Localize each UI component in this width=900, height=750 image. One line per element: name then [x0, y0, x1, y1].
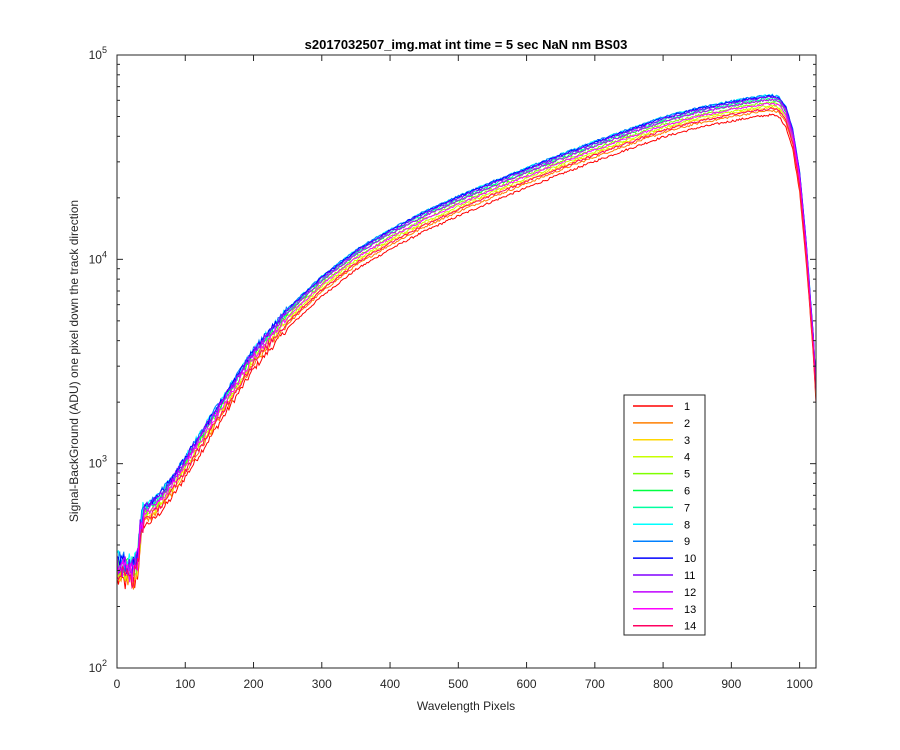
x-tick-label: 300 — [312, 677, 332, 691]
legend-label-12: 12 — [684, 587, 696, 599]
legend-label-5: 5 — [684, 469, 690, 481]
legend-label-13: 13 — [684, 604, 696, 616]
legend-label-8: 8 — [684, 519, 690, 531]
x-axis-label: Wavelength Pixels — [417, 699, 515, 713]
series-line-4 — [116, 104, 817, 583]
series-line-12 — [116, 98, 817, 577]
series-layer — [116, 93, 817, 590]
y-tick-label: 103 — [89, 454, 107, 471]
plot-frame — [116, 54, 817, 669]
y-tick-label: 104 — [89, 249, 107, 266]
legend-label-14: 14 — [684, 621, 696, 633]
legend-label-11: 11 — [684, 570, 695, 582]
plot-area — [117, 55, 816, 668]
series-line-11 — [116, 95, 817, 576]
series-line-13 — [116, 102, 817, 583]
chart-title: s2017032507_img.mat int time = 5 sec NaN… — [305, 37, 628, 52]
x-tick-label: 400 — [380, 677, 400, 691]
legend-label-2: 2 — [684, 418, 690, 430]
legend-label-3: 3 — [684, 435, 690, 447]
legend-label-9: 9 — [684, 536, 690, 548]
x-tick-label: 0 — [114, 677, 121, 691]
x-tick-label: 700 — [585, 677, 605, 691]
legend-label-6: 6 — [684, 486, 690, 498]
x-tick-label: 100 — [175, 677, 195, 691]
x-tick-label: 600 — [517, 677, 537, 691]
legend-label-1: 1 — [684, 401, 690, 413]
legend-label-7: 7 — [684, 502, 690, 514]
legend-box — [623, 394, 706, 636]
y-tick-label: 105 — [89, 45, 107, 62]
y-tick-label: 102 — [89, 658, 107, 675]
x-tick-label: 800 — [653, 677, 673, 691]
legend-label-10: 10 — [684, 553, 696, 565]
legend-label-4: 4 — [684, 452, 690, 464]
series-line-10 — [116, 94, 817, 576]
ticks: 0 100 200 300 400 500 600 700 800 900 100010210310… — [89, 45, 816, 691]
x-tick-label: 500 — [448, 677, 468, 691]
y-axis-label: Signal-BackGround (ADU) one pixel down t… — [67, 200, 81, 522]
x-tick-label: 1000 — [786, 677, 813, 691]
x-tick-label: 200 — [244, 677, 264, 691]
series-line-14 — [116, 106, 817, 590]
x-tick-label: 900 — [721, 677, 741, 691]
series-line-1 — [116, 113, 817, 590]
